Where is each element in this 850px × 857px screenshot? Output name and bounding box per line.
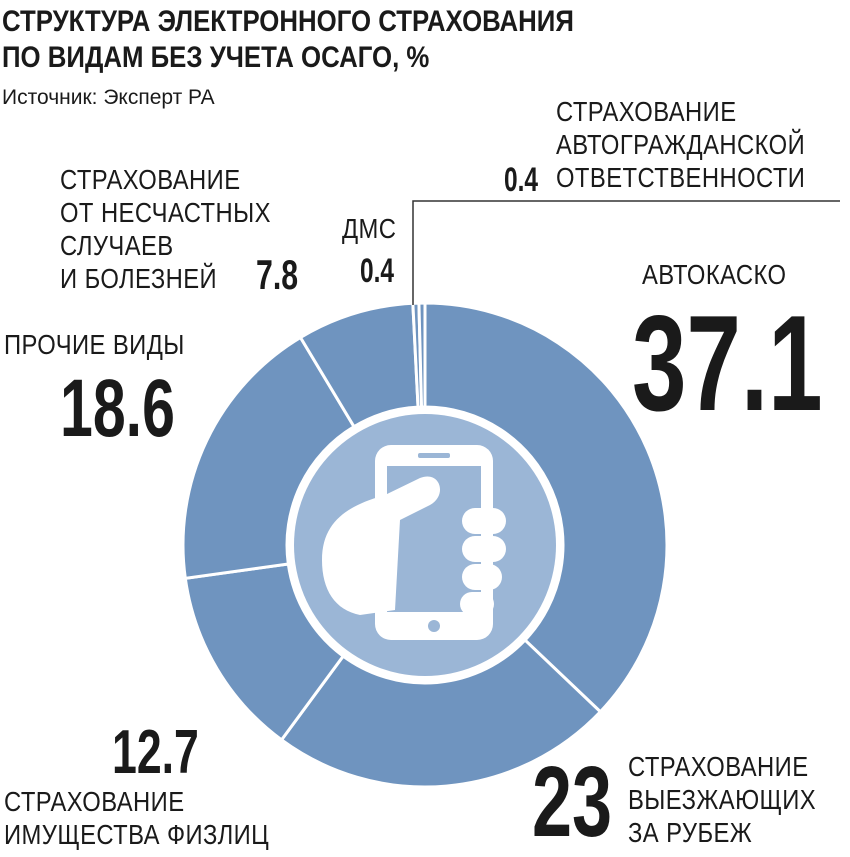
chart-title: СТРУКТУРА ЭЛЕКТРОННОГО СТРАХОВАНИЯ ПО ВИ… <box>2 5 574 74</box>
category-label: СТРАХОВАНИЕ ИМУЩЕСТВА ФИЗЛИЦ <box>4 786 270 850</box>
category-label: АВТОКАСКО <box>642 259 787 290</box>
value-label: 0.4 <box>504 161 539 199</box>
source: Источник: Эксперт РА <box>2 86 215 109</box>
value-label: 12.7 <box>112 718 199 787</box>
phone-icon <box>322 445 506 640</box>
category-label: ДМС <box>342 213 397 244</box>
value-label: 0.4 <box>360 252 395 290</box>
category-label: СТРАХОВАНИЕ ВЫЕЗЖАЮЩИХ ЗА РУБЕЖ <box>628 751 817 848</box>
leader-line <box>412 200 840 305</box>
donut-segment <box>279 637 603 789</box>
category-label: СТРАХОВАНИЕ АВТОГРАЖДАНСКОЙ ОТВЕТСТВЕННО… <box>556 96 806 193</box>
value-label: 37.1 <box>632 287 823 439</box>
value-label: 23 <box>532 746 613 857</box>
value-label: 18.6 <box>60 363 175 454</box>
category-label: СТРАХОВАНИЕ ОТ НЕСЧАСТНЫХ СЛУЧАЕВ И БОЛЕ… <box>60 164 271 294</box>
category-label: ПРОЧИЕ ВИДЫ <box>4 329 185 360</box>
donut-segment <box>417 301 427 409</box>
value-label: 7.8 <box>256 251 299 298</box>
